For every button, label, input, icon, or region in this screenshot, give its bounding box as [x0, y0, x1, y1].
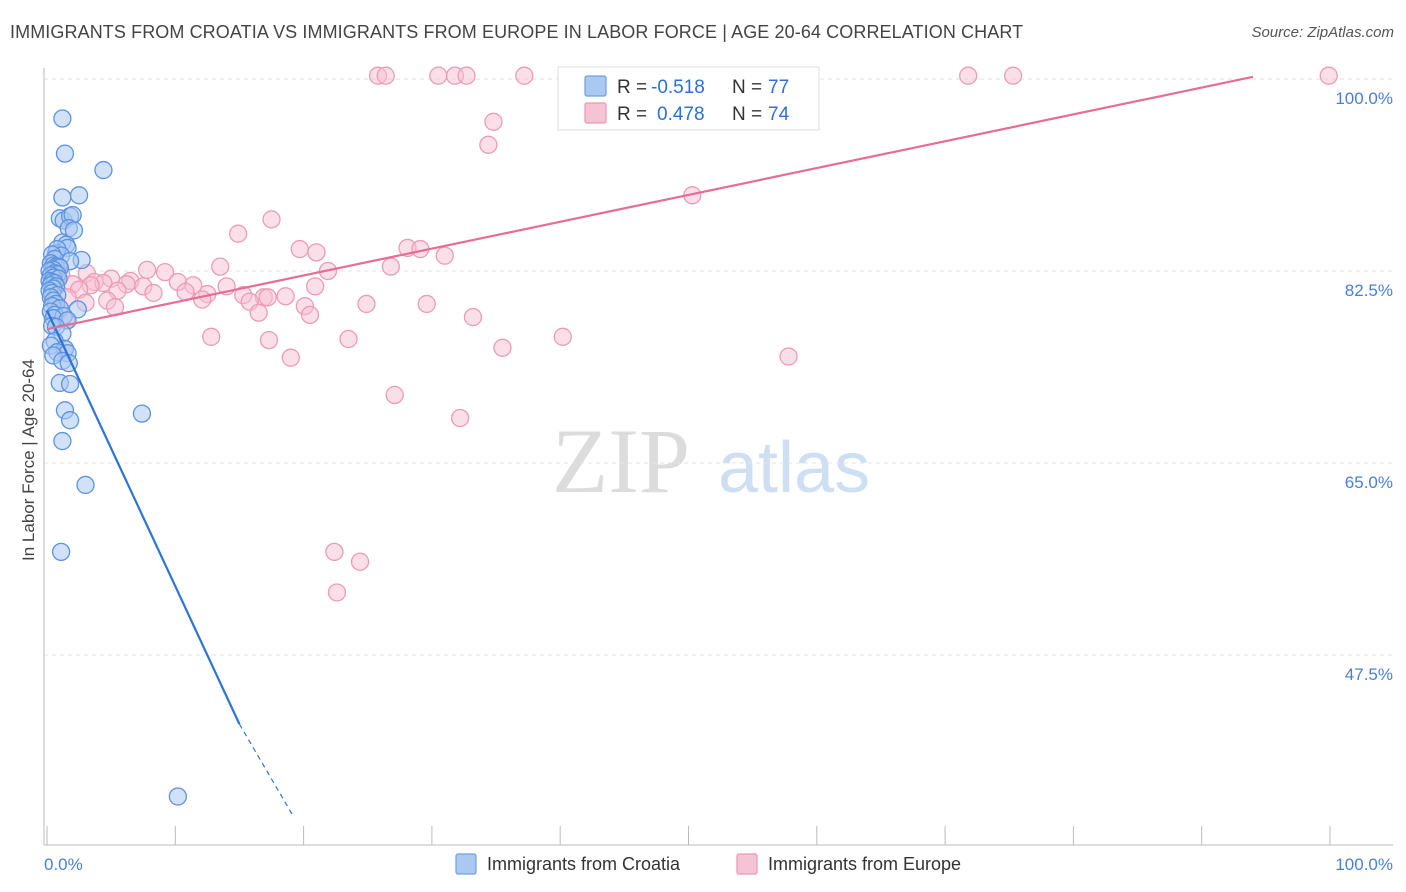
europe-point-58 — [249, 303, 268, 322]
europe-point-7 — [959, 66, 978, 85]
europe-point-50 — [193, 290, 212, 309]
x-tick-label-min: 0.0% — [44, 855, 83, 874]
europe-point-68 — [281, 348, 300, 367]
croatia-point-0 — [53, 109, 72, 128]
stats-legend: R = -0.518 N = 77 R = 0.478 N = 74 — [557, 66, 820, 131]
gridlines — [44, 78, 1393, 656]
europe-point-2 — [429, 66, 448, 85]
europe-point-63 — [259, 330, 279, 350]
croatia-point-65 — [60, 374, 80, 394]
source-label: Source: ZipAtlas.com — [1251, 24, 1394, 41]
europe-point-74 — [327, 583, 347, 602]
legend-r-value-croatia: -0.518 — [651, 77, 705, 98]
europe-point-14 — [262, 210, 281, 229]
europe-point-72 — [325, 542, 344, 562]
series-legend-swatch-croatia — [455, 853, 477, 875]
legend-n-label-europe: N = — [732, 104, 762, 125]
legend-swatch-europe — [584, 102, 607, 124]
x-tick-label-max: 100.0% — [1335, 855, 1393, 874]
y-tick-label-0: 100.0% — [1335, 89, 1393, 108]
croatia-point-71 — [51, 542, 71, 562]
europe-point-59 — [300, 305, 320, 325]
croatia-trend-line — [46, 310, 241, 725]
legend-n-label-croatia: N = — [732, 77, 762, 98]
croatia-point-2 — [94, 160, 113, 180]
europe-point-5 — [515, 66, 534, 85]
europe-point-71 — [450, 408, 470, 428]
watermark-atlas: atlas — [718, 428, 870, 508]
europe-point-65 — [553, 327, 572, 346]
series-legend-label-croatia: Immigrants from Croatia — [487, 854, 681, 874]
legend-n-value-europe: 74 — [768, 104, 790, 125]
europe-point-66 — [493, 338, 512, 357]
y-tick-label-2: 65.0% — [1345, 473, 1393, 492]
europe-trend-line — [46, 75, 1254, 331]
europe-point-11 — [479, 135, 498, 154]
series-legend: Immigrants from Croatia Immigrants from … — [455, 853, 961, 875]
croatia-point-70 — [76, 475, 95, 495]
europe-point-54 — [357, 294, 376, 314]
watermark-zip: ZIP — [552, 410, 690, 512]
europe-point-24 — [155, 262, 175, 282]
series-legend-swatch-europe — [736, 853, 758, 875]
europe-point-10 — [484, 112, 503, 131]
europe-point-20 — [211, 257, 230, 276]
legend-r-label-croatia: R = — [617, 77, 647, 98]
europe-point-21 — [381, 257, 400, 276]
croatia-trend-extension — [238, 723, 293, 815]
croatia-point-68 — [60, 411, 80, 430]
europe-point-1 — [376, 66, 395, 85]
europe-point-4 — [457, 66, 476, 85]
europe-point-8 — [1003, 66, 1023, 85]
croatia-point-69 — [53, 431, 72, 451]
croatia-point-3 — [53, 188, 72, 207]
legend-r-value-europe: 0.478 — [657, 104, 705, 125]
europe-point-23 — [137, 260, 157, 280]
europe-point-60 — [463, 307, 483, 327]
europe-point-70 — [385, 385, 404, 405]
croatia-point-10 — [64, 221, 84, 240]
croatia-point-4 — [69, 186, 89, 205]
europe-point-52 — [258, 288, 277, 307]
europe-point-15 — [290, 239, 309, 259]
axes — [43, 68, 1393, 846]
y-axis-title: In Labor Force | Age 20-64 — [19, 359, 38, 561]
legend-swatch-croatia — [584, 75, 607, 97]
series-legend-label-europe: Immigrants from Europe — [768, 854, 961, 874]
y-tick-label-1: 82.5% — [1345, 281, 1393, 300]
legend-n-value-croatia: 77 — [768, 77, 789, 98]
europe-point-55 — [417, 294, 436, 314]
europe-point-19 — [435, 246, 454, 265]
legend-r-label-europe: R = — [617, 104, 647, 125]
europe-point-46 — [305, 277, 325, 296]
europe-point-45 — [276, 287, 295, 306]
europe-point-73 — [350, 552, 370, 571]
europe-point-16 — [307, 243, 326, 262]
y-tick-labels: 100.0% 82.5% 65.0% 47.5% — [1335, 89, 1393, 684]
croatia-point-72 — [168, 787, 188, 806]
europe-point-9 — [1319, 66, 1338, 85]
y-tick-label-3: 47.5% — [1345, 665, 1393, 684]
europe-point-62 — [202, 327, 221, 346]
croatia-points — [40, 109, 188, 806]
europe-point-13 — [229, 224, 248, 243]
chart-title: IMMIGRANTS FROM CROATIA VS IMMIGRANTS FR… — [10, 22, 1024, 42]
croatia-point-67 — [132, 404, 152, 423]
trend-lines — [46, 75, 1254, 815]
croatia-point-1 — [55, 144, 75, 163]
europe-point-69 — [779, 347, 798, 366]
europe-point-64 — [339, 329, 358, 349]
europe-points — [49, 66, 1338, 602]
europe-point-40 — [144, 283, 163, 303]
